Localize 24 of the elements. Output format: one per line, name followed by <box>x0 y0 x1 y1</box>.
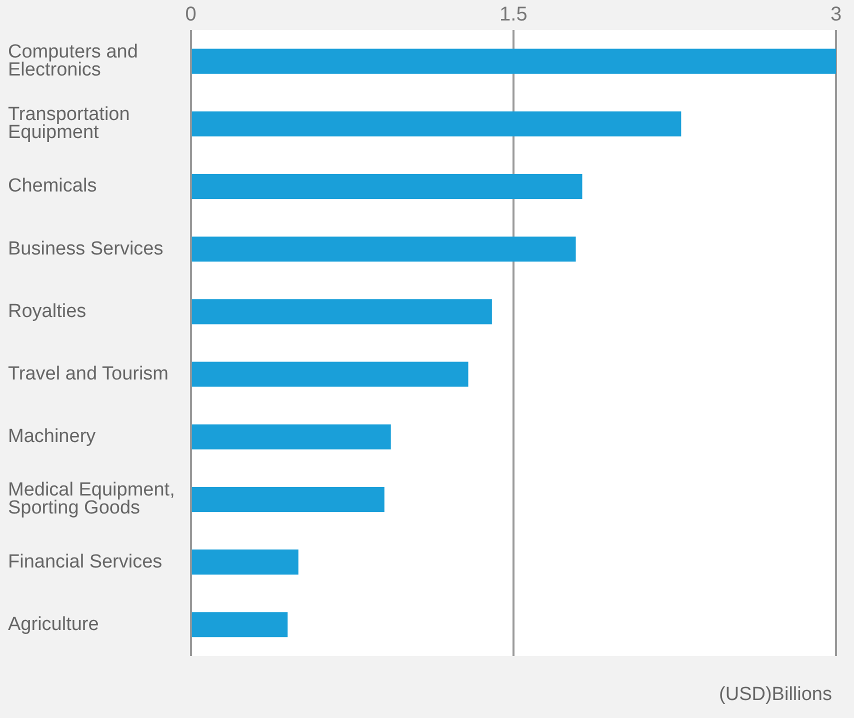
y-tick-label: Financial Services <box>8 551 162 572</box>
bar <box>192 486 384 512</box>
y-tick-label: Royalties <box>8 300 86 322</box>
y-tick-label: Chemicals <box>8 176 97 197</box>
bar <box>192 111 682 136</box>
bar <box>192 424 391 450</box>
x-tick-label: 1.5 <box>500 4 528 26</box>
bar <box>192 299 492 324</box>
x-axis-title: (USD)Billions <box>719 684 832 706</box>
y-tick-label: Agriculture <box>8 614 99 635</box>
bar <box>192 48 836 74</box>
bar <box>192 236 576 262</box>
y-tick-label: Computers and Electronics <box>8 42 138 81</box>
x-tick-label: 3 <box>830 4 842 26</box>
y-tick-label: Medical Equipment, Sporting Goods <box>8 480 175 519</box>
y-tick-label: Business Services <box>8 238 164 260</box>
bar <box>192 550 298 575</box>
x-tick-label: 0 <box>185 4 196 26</box>
bar <box>192 174 582 200</box>
bar <box>192 362 468 387</box>
bar <box>192 612 288 638</box>
y-tick-label: Transportation Equipment <box>8 104 130 144</box>
y-tick-label: Machinery <box>8 426 96 448</box>
y-tick-label: Travel and Tourism <box>8 364 169 385</box>
